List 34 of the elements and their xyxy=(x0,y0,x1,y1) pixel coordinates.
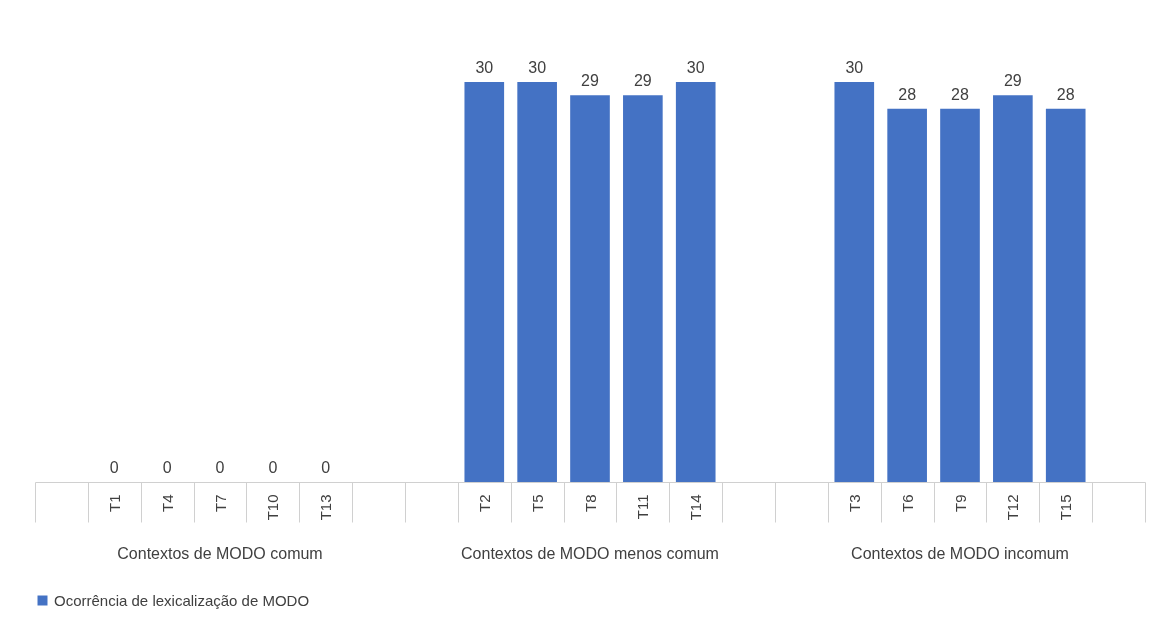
x-tick-label: T7 xyxy=(211,494,229,513)
x-tick-label: T11 xyxy=(634,494,652,520)
data-label: 30 xyxy=(528,59,547,76)
x-tick-label: T6 xyxy=(898,494,916,513)
x-tick-label: T2 xyxy=(475,494,493,513)
x-tick-label: T5 xyxy=(528,494,546,513)
text: Contextos de MODO incomum xyxy=(851,545,1069,562)
data-label: 0 xyxy=(321,459,331,476)
data-label: 0 xyxy=(162,459,172,476)
x-tick-label: T8 xyxy=(581,494,599,513)
data-label: 30 xyxy=(686,59,705,76)
x-tick-label: T1 xyxy=(105,494,123,513)
data-label: 29 xyxy=(633,72,652,90)
data-label: 29 xyxy=(581,72,599,90)
x-tick-label: T10 xyxy=(264,494,282,521)
data-label: 29 xyxy=(1003,72,1022,90)
x-tick-label: T15 xyxy=(1057,494,1075,521)
x-tick-label: T12 xyxy=(1004,494,1022,521)
data-label: 28 xyxy=(1056,85,1075,103)
legend-label: Ocorrência de lexicalização de MODO xyxy=(54,591,310,609)
x-tick-label: T3 xyxy=(845,494,863,513)
data-label: 0 xyxy=(268,459,278,476)
text: Contextos de MODO menos comum xyxy=(461,545,719,562)
x-tick-label: T9 xyxy=(951,494,969,513)
x-tick-label: T14 xyxy=(687,494,705,521)
text: Contextos de MODO comum xyxy=(117,545,323,562)
x-tick-label: T13 xyxy=(317,494,335,521)
data-label: 28 xyxy=(951,85,969,103)
data-label: 30 xyxy=(475,59,494,76)
data-label: 0 xyxy=(215,459,225,476)
data-label: 28 xyxy=(898,85,917,103)
data-label: 30 xyxy=(845,59,864,76)
data-label: 0 xyxy=(109,459,119,476)
x-tick-label: T4 xyxy=(158,494,176,513)
